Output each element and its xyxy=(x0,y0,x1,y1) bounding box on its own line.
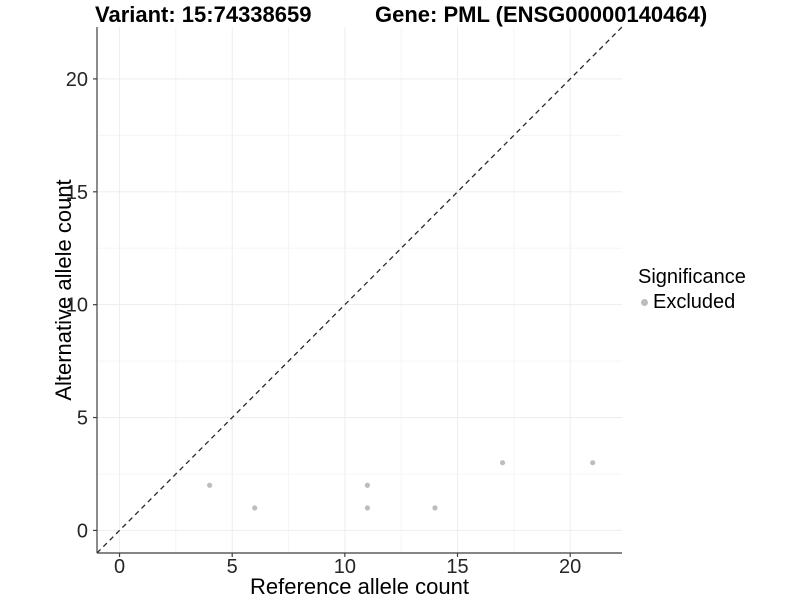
x-tick-label: 15 xyxy=(446,556,468,578)
data-point xyxy=(207,482,213,488)
x-tick-label: 5 xyxy=(227,556,238,578)
y-tick-label: 20 xyxy=(66,69,88,91)
identity-line xyxy=(96,26,623,554)
plot-title-gene: Gene: PML (ENSG00000140464) xyxy=(375,2,708,27)
y-tick-label: 10 xyxy=(66,295,88,317)
data-point xyxy=(252,505,258,511)
x-tick-label: 20 xyxy=(559,556,581,578)
plot-title-variant: Variant: 15:74338659 xyxy=(95,2,312,27)
y-tick-label: 5 xyxy=(77,408,88,430)
data-point xyxy=(364,482,370,488)
legend-item-label: Excluded xyxy=(653,291,736,313)
legend-point-icon xyxy=(641,299,648,306)
legend: Significance Excluded xyxy=(638,266,746,314)
y-tick-label: 0 xyxy=(77,520,88,542)
x-tick-label: 0 xyxy=(114,556,125,578)
data-point xyxy=(499,460,506,466)
y-tick-label: 15 xyxy=(66,182,88,204)
legend-item-excluded: Excluded xyxy=(638,291,746,314)
x-axis-title: Reference allele count xyxy=(250,574,469,599)
y-axis-title: Alternative allele count xyxy=(51,179,76,401)
x-tick-label: 10 xyxy=(334,556,356,578)
data-point xyxy=(432,505,438,511)
data-point xyxy=(364,505,370,511)
legend-title: Significance xyxy=(638,266,746,288)
data-point xyxy=(590,460,596,466)
